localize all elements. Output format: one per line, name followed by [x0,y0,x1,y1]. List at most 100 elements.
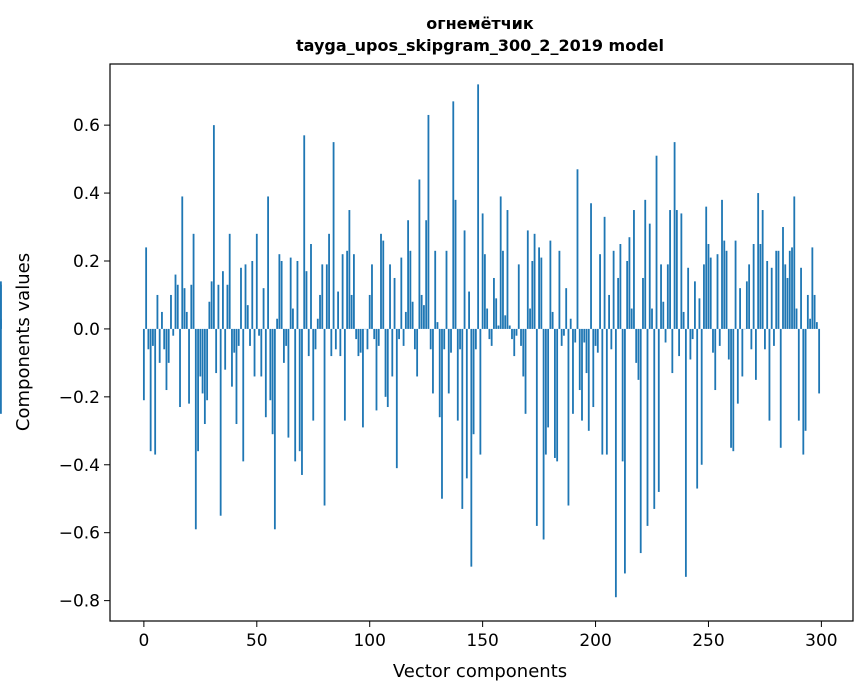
bar [258,328,260,336]
bar [436,322,439,329]
bar [786,277,789,329]
bar [745,281,748,329]
bar [411,301,414,329]
bar [761,210,764,329]
y-tick-label: −0.6 [59,524,100,544]
bar [244,264,247,329]
bar [610,328,613,350]
bar [402,328,405,346]
bar [497,325,500,329]
bar [818,328,821,394]
bar [301,328,303,475]
bar [305,271,308,329]
x-tick-label: 250 [692,631,724,651]
bar [398,328,400,340]
bar [601,328,604,455]
bar [400,257,403,329]
y-tick-label: 0.0 [73,320,100,340]
bar [262,288,265,329]
bar [470,328,473,567]
bar [675,210,678,329]
bar [556,328,559,462]
bar [373,328,376,340]
bar [334,328,337,350]
x-tick-label: 0 [138,631,149,651]
bar [145,247,148,329]
bar [565,288,568,329]
bar [330,328,333,357]
bar [502,250,504,329]
bar [608,294,610,329]
bar [0,328,2,414]
bar [811,247,814,329]
bar [273,328,276,530]
bar [669,210,671,329]
bar [222,271,224,329]
bar [809,318,811,329]
bar [447,328,450,394]
bar [477,84,480,329]
bar [596,328,599,353]
bar [802,328,805,455]
bar [235,328,238,425]
bar [551,311,554,329]
bar [705,206,708,329]
bar [416,328,419,377]
bar [276,318,279,329]
bars-group [0,84,821,598]
bar [630,308,633,329]
bar [712,328,714,353]
bar [499,196,502,329]
bar [343,328,346,421]
bar [459,328,461,350]
bar [718,328,721,346]
bar [558,250,561,329]
bar [576,169,579,329]
bar [725,250,728,329]
bar [242,328,245,462]
bar [529,308,531,329]
bar [515,328,518,336]
bar [321,264,324,329]
bar [158,328,161,363]
bar [307,328,310,357]
bar [465,328,468,479]
bar [694,281,696,329]
bar [445,250,448,329]
bar [181,196,184,329]
bar [727,328,730,360]
bar [179,328,181,408]
bar [292,308,294,329]
bar [393,277,396,329]
bar [653,328,656,509]
bar [547,328,550,428]
bar [671,328,674,374]
bar [526,230,529,329]
bar [176,284,179,329]
bar [174,274,177,329]
bar [666,264,669,329]
bar [294,328,297,462]
bar [319,294,321,329]
bar [585,328,588,374]
bar [188,328,190,404]
bar [644,199,647,329]
x-axis-label: Vector components [393,661,567,682]
bar [310,244,312,329]
bar [804,328,807,431]
bar [800,267,802,329]
bar [384,328,387,397]
bar [452,101,455,329]
bar [183,288,186,329]
bar [353,254,355,329]
bar [233,328,236,353]
bar [648,223,651,329]
bar [456,328,459,421]
bar [228,233,231,329]
bar [660,264,662,329]
bar [538,247,540,329]
bar [795,308,798,329]
y-tick-label: −0.2 [59,388,100,408]
bar [572,328,574,414]
bar [508,325,511,329]
